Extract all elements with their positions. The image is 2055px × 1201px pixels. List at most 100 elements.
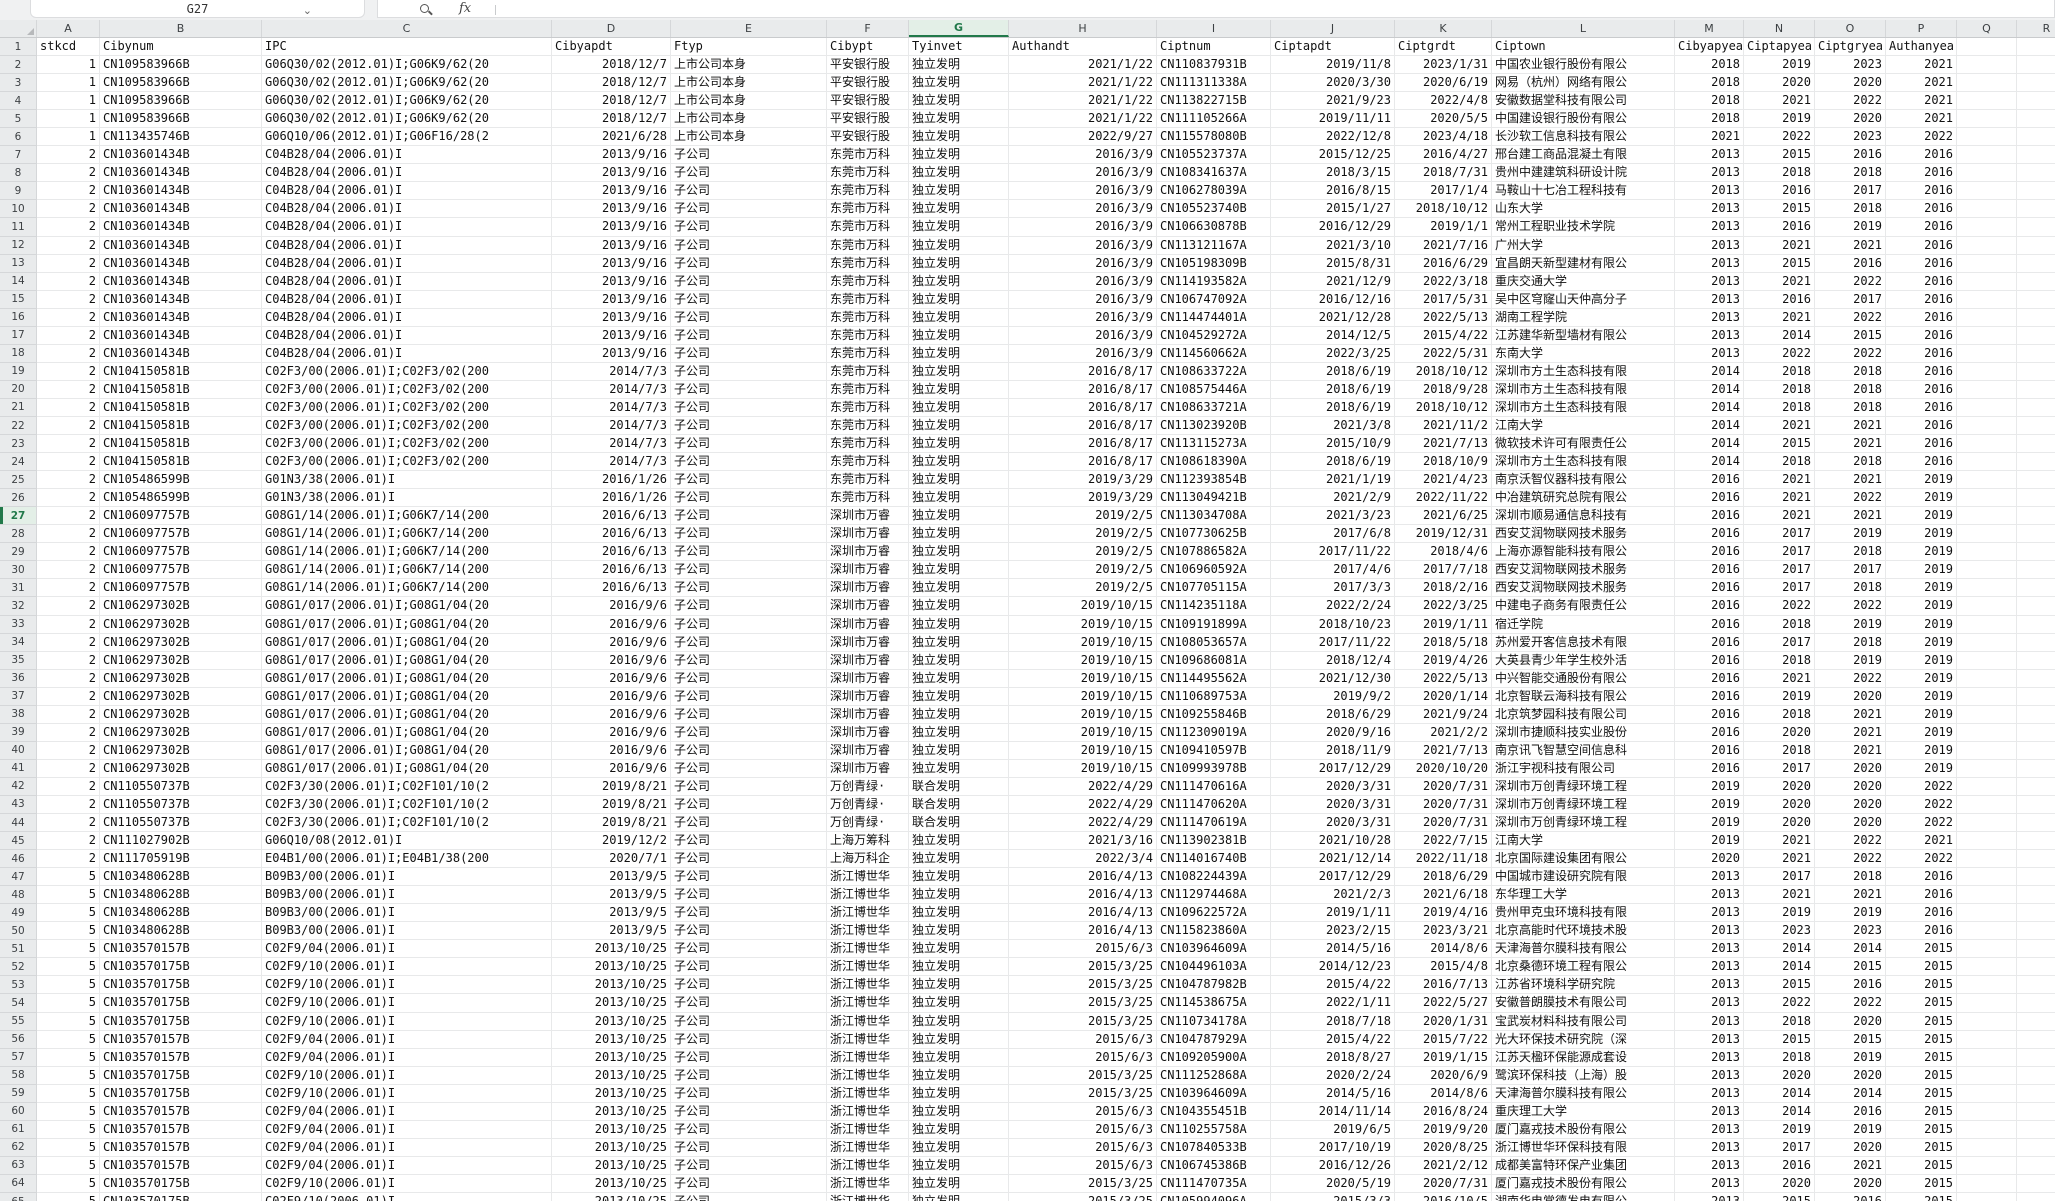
cell-C62[interactable]: C02F9/04(2006.01)I [262,1138,552,1157]
cell-E45[interactable]: 子公司 [671,832,827,851]
cell-J35[interactable]: 2018/12/4 [1271,651,1395,670]
cell-R42[interactable] [2017,778,2055,796]
cell-J21[interactable]: 2018/6/19 [1271,398,1395,417]
cell-G30[interactable]: 独立发明 [909,561,1009,580]
cell-C52[interactable]: C02F9/10(2006.01)I [262,958,552,977]
cell-K58[interactable]: 2020/6/9 [1395,1066,1492,1085]
cell-K44[interactable]: 2020/7/31 [1395,814,1492,833]
cell-P19[interactable]: 2016 [1886,362,1957,381]
cell-C9[interactable]: C04B28/04(2006.01)I [262,182,552,201]
column-header-P[interactable]: P [1886,20,1957,37]
cell-B54[interactable]: CN103570175B [100,994,262,1013]
cell-L28[interactable]: 西安艾润物联网技术服务 [1492,525,1675,544]
cell-L39[interactable]: 深圳市捷顺科技实业股份 [1492,723,1675,742]
cell-A15[interactable]: 2 [37,290,100,309]
cell-M15[interactable]: 2013 [1675,290,1744,309]
cell-A53[interactable]: 5 [37,976,100,995]
cell-F1[interactable]: Cibypt [827,38,909,57]
cell-E56[interactable]: 子公司 [671,1030,827,1049]
cell-M50[interactable]: 2013 [1675,922,1744,941]
cell-I20[interactable]: CN108575446A [1157,380,1271,399]
cell-L41[interactable]: 浙江宇视科技有限公司 [1492,759,1675,778]
cell-J41[interactable]: 2017/12/29 [1271,759,1395,778]
cell-Q53[interactable] [1957,976,2017,995]
cell-P62[interactable]: 2015 [1886,1138,1957,1157]
cell-F55[interactable]: 浙江博世华 [827,1012,909,1031]
magnifier-icon[interactable] [420,4,429,13]
cell-P36[interactable]: 2019 [1886,669,1957,688]
cell-E36[interactable]: 子公司 [671,669,827,688]
cell-A33[interactable]: 2 [37,615,100,634]
cell-O35[interactable]: 2019 [1815,651,1886,670]
cell-D57[interactable]: 2013/10/25 [552,1048,671,1067]
cell-A20[interactable]: 2 [37,380,100,399]
cell-K52[interactable]: 2015/4/8 [1395,958,1492,977]
column-header-O[interactable]: O [1815,20,1886,37]
cell-J56[interactable]: 2015/4/22 [1271,1030,1395,1049]
cell-R55[interactable] [2017,1013,2055,1031]
cell-O26[interactable]: 2022 [1815,489,1886,508]
cell-G7[interactable]: 独立发明 [909,146,1009,165]
cell-Q3[interactable] [1957,74,2017,93]
cell-H52[interactable]: 2015/3/25 [1009,958,1157,977]
cell-I42[interactable]: CN111470616A [1157,777,1271,796]
cell-J23[interactable]: 2015/10/9 [1271,435,1395,454]
cell-G5[interactable]: 独立发明 [909,110,1009,129]
cell-B29[interactable]: CN106097757B [100,543,262,562]
cell-C42[interactable]: C02F3/30(2006.01)I;C02F101/10(2 [262,777,552,796]
cell-Q19[interactable] [1957,362,2017,381]
cell-R7[interactable] [2017,146,2055,165]
cell-L55[interactable]: 宝武炭材料科技有限公司 [1492,1012,1675,1031]
cell-R46[interactable] [2017,850,2055,869]
cell-R34[interactable] [2017,634,2055,652]
cell-B18[interactable]: CN103601434B [100,344,262,363]
cell-Q39[interactable] [1957,723,2017,742]
cell-C12[interactable]: C04B28/04(2006.01)I [262,236,552,255]
cell-L37[interactable]: 北京智联云海科技有限公 [1492,687,1675,706]
cell-H10[interactable]: 2016/3/9 [1009,200,1157,219]
cell-F28[interactable]: 深圳市万睿 [827,525,909,544]
cell-Q62[interactable] [1957,1138,2017,1157]
cell-O51[interactable]: 2014 [1815,940,1886,959]
cell-E23[interactable]: 子公司 [671,435,827,454]
cell-R22[interactable] [2017,417,2055,436]
cell-L15[interactable]: 吴中区穹窿山天仲高分子 [1492,290,1675,309]
cell-C28[interactable]: G08G1/14(2006.01)I;G06K7/14(200 [262,525,552,544]
cell-N56[interactable]: 2015 [1744,1030,1815,1049]
cell-L44[interactable]: 深圳市万创青绿环境工程 [1492,814,1675,833]
cell-P29[interactable]: 2019 [1886,543,1957,562]
cell-Q48[interactable] [1957,886,2017,905]
cell-J25[interactable]: 2021/1/19 [1271,471,1395,490]
cell-P16[interactable]: 2016 [1886,308,1957,327]
cell-Q55[interactable] [1957,1012,2017,1031]
cell-G59[interactable]: 独立发明 [909,1084,1009,1103]
cell-C27[interactable]: G08G1/14(2006.01)I;G06K7/14(200 [262,507,552,526]
cell-K23[interactable]: 2021/7/13 [1395,435,1492,454]
cell-R45[interactable] [2017,832,2055,851]
cell-E51[interactable]: 子公司 [671,940,827,959]
cell-F49[interactable]: 浙江博世华 [827,904,909,923]
cell-J64[interactable]: 2020/5/19 [1271,1174,1395,1193]
cell-G10[interactable]: 独立发明 [909,200,1009,219]
cell-A8[interactable]: 2 [37,164,100,183]
cell-O30[interactable]: 2017 [1815,561,1886,580]
cell-H61[interactable]: 2015/6/3 [1009,1120,1157,1139]
row-header-47[interactable]: 47 [0,868,37,887]
cell-R50[interactable] [2017,922,2055,941]
cell-D35[interactable]: 2016/9/6 [552,651,671,670]
cell-O8[interactable]: 2018 [1815,164,1886,183]
cell-P7[interactable]: 2016 [1886,146,1957,165]
cell-P60[interactable]: 2015 [1886,1102,1957,1121]
cell-N11[interactable]: 2016 [1744,218,1815,237]
cell-M20[interactable]: 2014 [1675,380,1744,399]
cell-N18[interactable]: 2022 [1744,344,1815,363]
cell-N46[interactable]: 2021 [1744,850,1815,869]
cell-R60[interactable] [2017,1103,2055,1121]
row-header-54[interactable]: 54 [0,994,37,1013]
cell-G25[interactable]: 独立发明 [909,471,1009,490]
cell-C15[interactable]: C04B28/04(2006.01)I [262,290,552,309]
row-header-58[interactable]: 58 [0,1066,37,1085]
cell-K40[interactable]: 2021/7/13 [1395,741,1492,760]
cell-L40[interactable]: 南京讯飞智慧空间信息科 [1492,741,1675,760]
cell-L56[interactable]: 光大环保技术研究院（深 [1492,1030,1675,1049]
